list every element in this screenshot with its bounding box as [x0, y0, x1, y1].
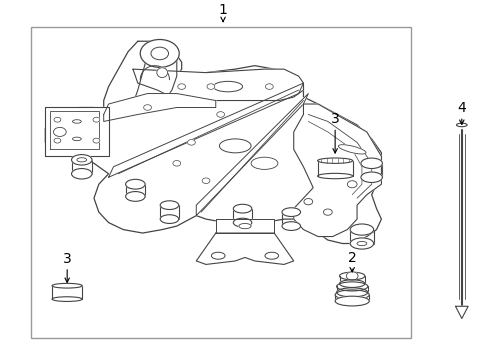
Polygon shape	[104, 94, 216, 121]
Circle shape	[304, 198, 313, 205]
Polygon shape	[456, 306, 468, 319]
Text: 3: 3	[331, 112, 340, 126]
Circle shape	[178, 84, 186, 89]
Ellipse shape	[72, 154, 92, 165]
Ellipse shape	[160, 215, 179, 224]
Circle shape	[323, 209, 332, 215]
Circle shape	[54, 117, 61, 122]
Circle shape	[140, 40, 179, 67]
Circle shape	[207, 84, 215, 89]
Ellipse shape	[160, 201, 179, 210]
Text: 2: 2	[348, 251, 357, 265]
Ellipse shape	[233, 218, 252, 227]
Circle shape	[54, 138, 61, 143]
Ellipse shape	[337, 282, 368, 291]
Ellipse shape	[73, 120, 81, 123]
Ellipse shape	[335, 290, 369, 300]
Ellipse shape	[282, 208, 300, 216]
Ellipse shape	[340, 272, 365, 280]
Circle shape	[188, 140, 196, 145]
Polygon shape	[294, 104, 381, 237]
Ellipse shape	[357, 242, 367, 246]
Ellipse shape	[125, 179, 145, 189]
Ellipse shape	[52, 297, 82, 301]
Ellipse shape	[335, 296, 369, 306]
Text: 4: 4	[458, 101, 466, 115]
Circle shape	[144, 105, 151, 110]
Ellipse shape	[337, 288, 368, 297]
Polygon shape	[133, 55, 177, 108]
Circle shape	[202, 178, 210, 184]
Ellipse shape	[220, 139, 251, 153]
Ellipse shape	[72, 168, 92, 179]
Ellipse shape	[350, 238, 374, 249]
Circle shape	[151, 47, 169, 60]
Text: 3: 3	[63, 252, 72, 266]
Circle shape	[266, 84, 273, 89]
Circle shape	[173, 161, 181, 166]
Polygon shape	[133, 69, 303, 100]
Ellipse shape	[239, 224, 251, 229]
Circle shape	[93, 138, 100, 143]
Ellipse shape	[77, 158, 87, 162]
Ellipse shape	[350, 224, 374, 235]
Ellipse shape	[457, 123, 467, 127]
Ellipse shape	[318, 174, 353, 179]
Bar	[30, 27, 411, 338]
Polygon shape	[109, 83, 303, 177]
Polygon shape	[45, 108, 109, 156]
Circle shape	[217, 112, 224, 117]
Ellipse shape	[340, 280, 365, 288]
Ellipse shape	[339, 145, 366, 154]
Ellipse shape	[125, 192, 145, 201]
Polygon shape	[196, 94, 308, 216]
Polygon shape	[50, 111, 99, 149]
Circle shape	[53, 127, 66, 136]
Polygon shape	[45, 41, 381, 243]
Polygon shape	[216, 219, 274, 233]
Text: 1: 1	[219, 3, 227, 17]
Ellipse shape	[282, 222, 300, 230]
Ellipse shape	[361, 158, 382, 168]
Ellipse shape	[211, 252, 225, 259]
Ellipse shape	[213, 81, 243, 92]
Ellipse shape	[52, 283, 82, 288]
Ellipse shape	[157, 68, 168, 77]
Ellipse shape	[265, 252, 279, 259]
Ellipse shape	[73, 137, 81, 141]
Circle shape	[93, 117, 100, 122]
Ellipse shape	[361, 172, 382, 183]
Ellipse shape	[251, 157, 278, 170]
Circle shape	[347, 181, 357, 188]
Ellipse shape	[233, 204, 252, 213]
Ellipse shape	[318, 158, 353, 163]
Circle shape	[346, 272, 358, 280]
Polygon shape	[196, 233, 294, 265]
